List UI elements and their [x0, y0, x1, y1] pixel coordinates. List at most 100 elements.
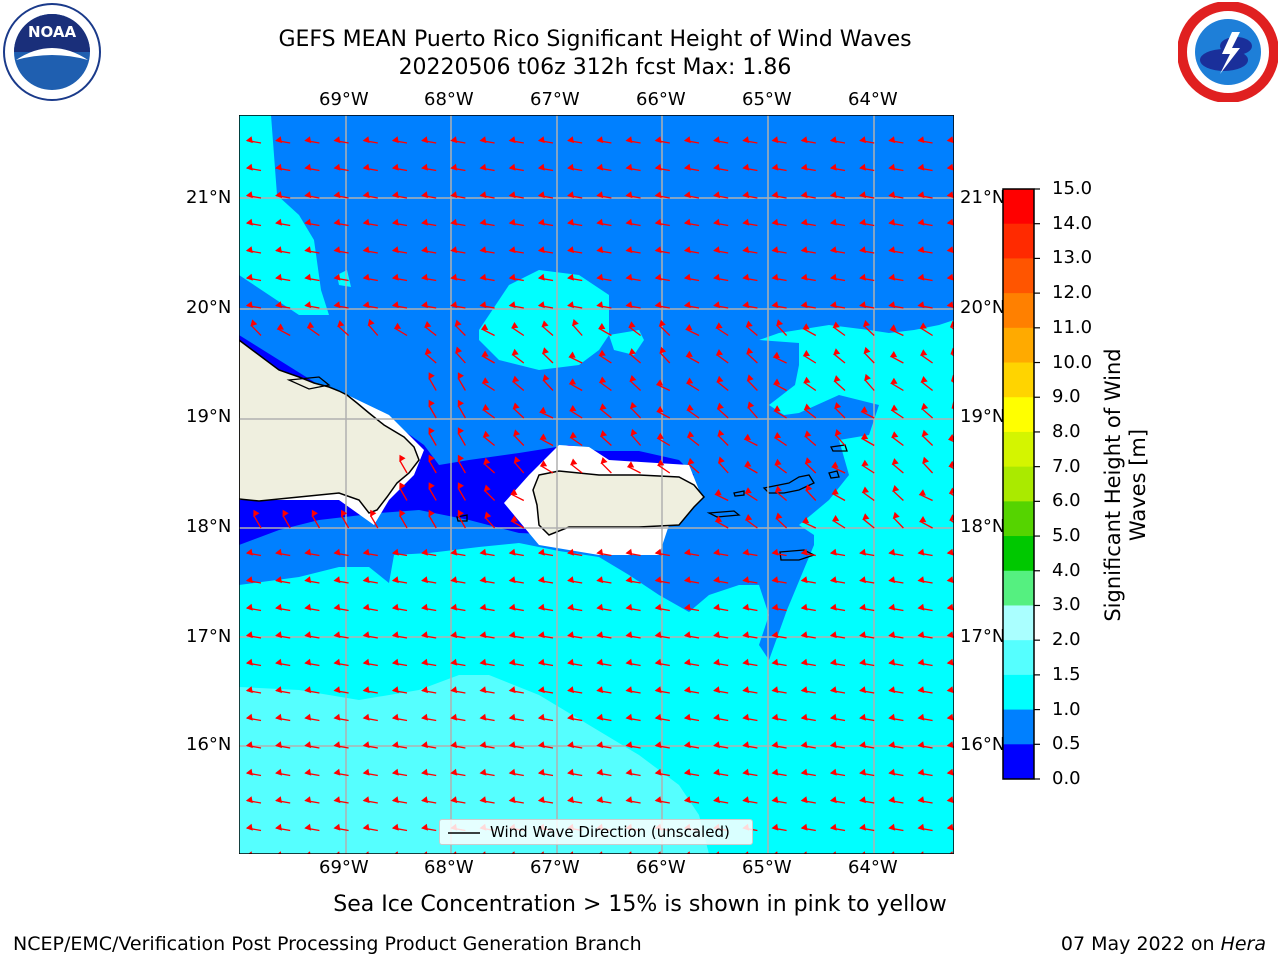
colorbar-swatch — [1003, 431, 1034, 468]
wave-direction-arrowhead — [743, 433, 752, 440]
wave-direction-arrowhead — [683, 658, 691, 666]
wave-direction-arrowhead — [862, 513, 870, 521]
wave-direction-arrowhead — [282, 509, 289, 518]
wave-direction-arrowhead — [275, 796, 282, 804]
wave-direction-arrowhead — [275, 686, 282, 694]
wave-direction-arrowhead — [834, 429, 842, 437]
wave-direction-arrowhead — [539, 406, 547, 414]
wave-direction-arrowhead — [713, 796, 720, 804]
wave-direction-arrow — [542, 352, 554, 364]
wave-direction-arrowhead — [800, 576, 808, 584]
wave-direction-arrowhead — [511, 348, 519, 356]
wave-direction-arrow — [949, 465, 954, 470]
wave-direction-arrowhead — [399, 454, 406, 463]
wave-direction-arrowhead — [275, 163, 282, 171]
wave-direction-arrowhead — [625, 631, 633, 639]
wave-direction-arrowhead — [454, 319, 462, 327]
wave-direction-arrowhead — [917, 576, 925, 584]
lon-tick-top: 65°W — [742, 89, 792, 110]
colorbar-swatch — [1003, 709, 1034, 745]
wave-direction-arrowhead — [947, 434, 954, 441]
wave-direction-arrow — [455, 325, 466, 336]
wave-direction-arrowhead — [304, 823, 312, 831]
wave-direction-arrowhead — [567, 603, 574, 611]
wave-direction-arrowhead — [311, 509, 318, 518]
wave-direction-arrow — [513, 434, 525, 446]
wave-direction-arrowhead — [859, 246, 866, 254]
footer-date: 07 May 2022 on Hera — [1061, 933, 1266, 955]
wave-direction-arrowhead — [304, 136, 312, 144]
wave-direction-arrowhead — [457, 399, 464, 408]
lat-tick-left: 18°N — [186, 516, 232, 537]
wave-direction-arrow — [891, 409, 904, 419]
wave-direction-arrowhead — [250, 319, 258, 327]
wave-direction-arrowhead — [510, 515, 518, 522]
wave-direction-arrowhead — [391, 631, 399, 639]
wave-direction-arrowhead — [657, 459, 665, 466]
wave-direction-arrow — [921, 408, 934, 419]
wave-direction-arrow — [370, 515, 379, 529]
colorbar-swatch — [1003, 362, 1034, 398]
wave-direction-arrowhead — [917, 163, 925, 171]
wave-direction-arrowhead — [686, 404, 694, 411]
wave-direction-arrowhead — [917, 273, 925, 281]
sea-ice-note: Sea Ice Concentration > 15% is shown in … — [333, 892, 947, 917]
wave-direction-arrowhead — [742, 273, 750, 281]
wave-direction-arrowhead — [537, 796, 545, 804]
wave-direction-arrow — [950, 353, 954, 357]
wave-direction-arrowhead — [367, 318, 375, 326]
wave-direction-arrow — [747, 379, 758, 391]
wave-direction-arrow — [686, 382, 700, 392]
wave-direction-arrowhead — [457, 482, 464, 490]
wave-direction-arrowhead — [771, 273, 779, 281]
wave-direction-arrowhead — [775, 512, 783, 520]
wave-direction-arrowhead — [567, 218, 574, 226]
wave-direction-arrowhead — [333, 768, 341, 776]
wave-direction-arrowhead — [596, 163, 604, 171]
colorbar-swatch — [1003, 605, 1034, 641]
wave-direction-arrowhead — [245, 273, 253, 281]
wave-direction-arrowhead — [683, 603, 691, 611]
wave-direction-arrowhead — [713, 191, 720, 199]
wave-direction-arrow — [341, 515, 350, 529]
wave-direction-arrowhead — [421, 191, 428, 199]
wave-direction-arrow — [570, 436, 583, 447]
wave-direction-arrowhead — [715, 348, 724, 356]
wave-direction-arrowhead — [479, 163, 487, 171]
wave-direction-arrowhead — [859, 658, 866, 666]
wave-direction-arrowhead — [804, 457, 812, 465]
wave-direction-arrowhead — [742, 686, 750, 694]
colorbar — [1002, 188, 1040, 780]
wave-direction-arrow — [803, 328, 817, 337]
wave-direction-arrowhead — [304, 768, 312, 776]
wave-direction-arrowhead — [625, 796, 633, 804]
wave-direction-arrowhead — [919, 515, 927, 523]
wave-direction-arrowhead — [537, 136, 545, 144]
wave-direction-arrowhead — [829, 796, 837, 804]
virgin-islands-outline — [286, 376, 848, 561]
wave-direction-arrowhead — [599, 430, 608, 438]
wave-direction-arrowhead — [771, 686, 779, 694]
wave-direction-arrowhead — [541, 347, 549, 355]
wave-direction-arrow — [688, 463, 700, 474]
wave-direction-arrowhead — [859, 631, 866, 639]
wave-direction-arrow — [512, 381, 525, 391]
wave-direction-arrowhead — [596, 796, 604, 804]
wave-direction-arrow — [250, 324, 262, 336]
wave-direction-arrow — [921, 381, 934, 392]
wave-direction-arrowhead — [537, 603, 545, 611]
colorbar-tick-label: 5.0 — [1052, 525, 1081, 547]
wave-direction-arrowhead — [829, 576, 837, 584]
wave-direction-arrowhead — [771, 796, 779, 804]
colorbar-tick-label: 13.0 — [1052, 247, 1093, 269]
wave-direction-arrowhead — [888, 273, 896, 281]
wave-direction-arrowhead — [393, 322, 402, 329]
wave-direction-arrowhead — [391, 273, 399, 281]
wave-direction-arrowhead — [687, 457, 695, 465]
wave-direction-arrow — [803, 381, 817, 392]
wave-direction-arrowhead — [479, 658, 487, 666]
wave-direction-arrowhead — [626, 461, 635, 468]
wave-direction-arrowhead — [245, 823, 253, 831]
wave-direction-arrowhead — [596, 246, 604, 254]
wave-direction-arrowhead — [771, 191, 779, 199]
